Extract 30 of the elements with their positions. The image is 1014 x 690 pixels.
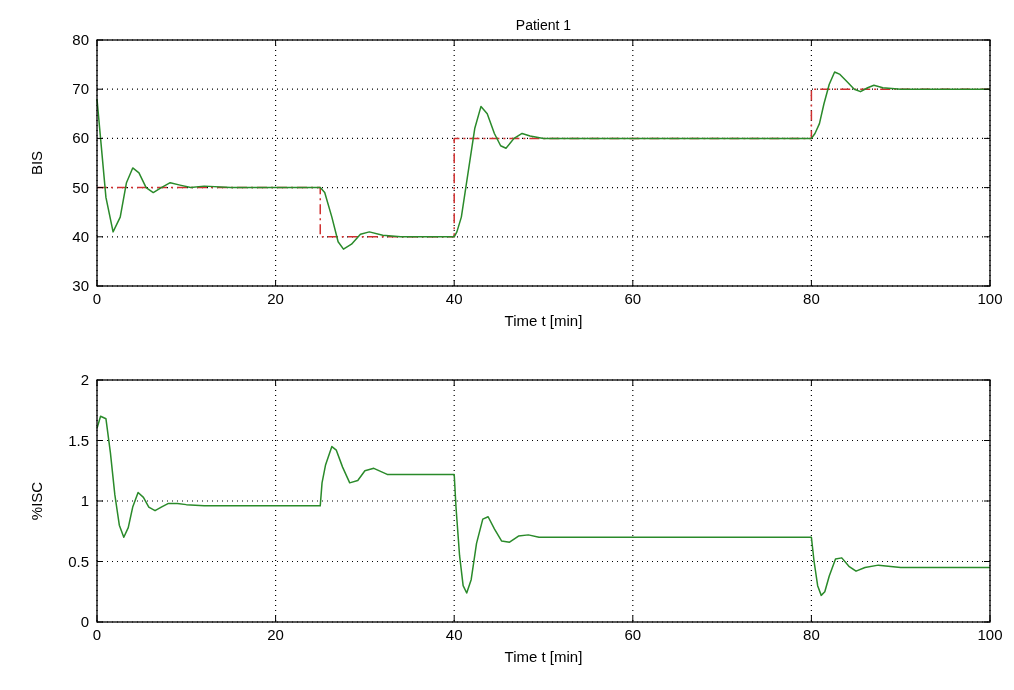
x-tick-label: 60 — [624, 626, 642, 643]
x-tick-label: 80 — [803, 290, 820, 307]
y-tick-label: 70 — [72, 80, 89, 98]
x-tick-label: 0 — [92, 626, 102, 643]
x-tick-label: 20 — [267, 626, 284, 643]
x-tick-label: 60 — [624, 290, 642, 307]
y-tick-label: 1 — [80, 492, 89, 509]
x-tick-label: 40 — [445, 626, 463, 643]
y-tick-label: 30 — [72, 277, 89, 294]
y-tick-label: 40 — [72, 227, 89, 245]
line-series — [96, 71, 991, 250]
y-tick-label: 50 — [72, 178, 89, 196]
x-tick-label: 20 — [267, 290, 284, 307]
chart-title: Patient 1 — [515, 17, 572, 33]
line-series — [96, 415, 991, 597]
y-axis-title: BIS — [28, 150, 45, 176]
x-tick-label: 40 — [445, 290, 463, 307]
x-axis-title: Time t [min] — [504, 648, 583, 665]
y-tick-label: 0.5 — [68, 552, 89, 570]
y-axis-title: %ISC — [28, 481, 45, 521]
x-axis-title: Time t [min] — [504, 312, 583, 329]
x-tick-label: 0 — [92, 290, 102, 307]
y-tick-label: 2 — [80, 371, 89, 388]
y-tick-label: 0 — [80, 613, 89, 630]
x-tick-label: 100 — [977, 626, 1003, 643]
y-tick-label: 60 — [72, 129, 89, 147]
y-tick-label: 1.5 — [68, 431, 89, 449]
x-tick-label: 100 — [977, 290, 1003, 307]
x-tick-label: 80 — [803, 626, 820, 643]
y-tick-label: 80 — [72, 31, 89, 48]
